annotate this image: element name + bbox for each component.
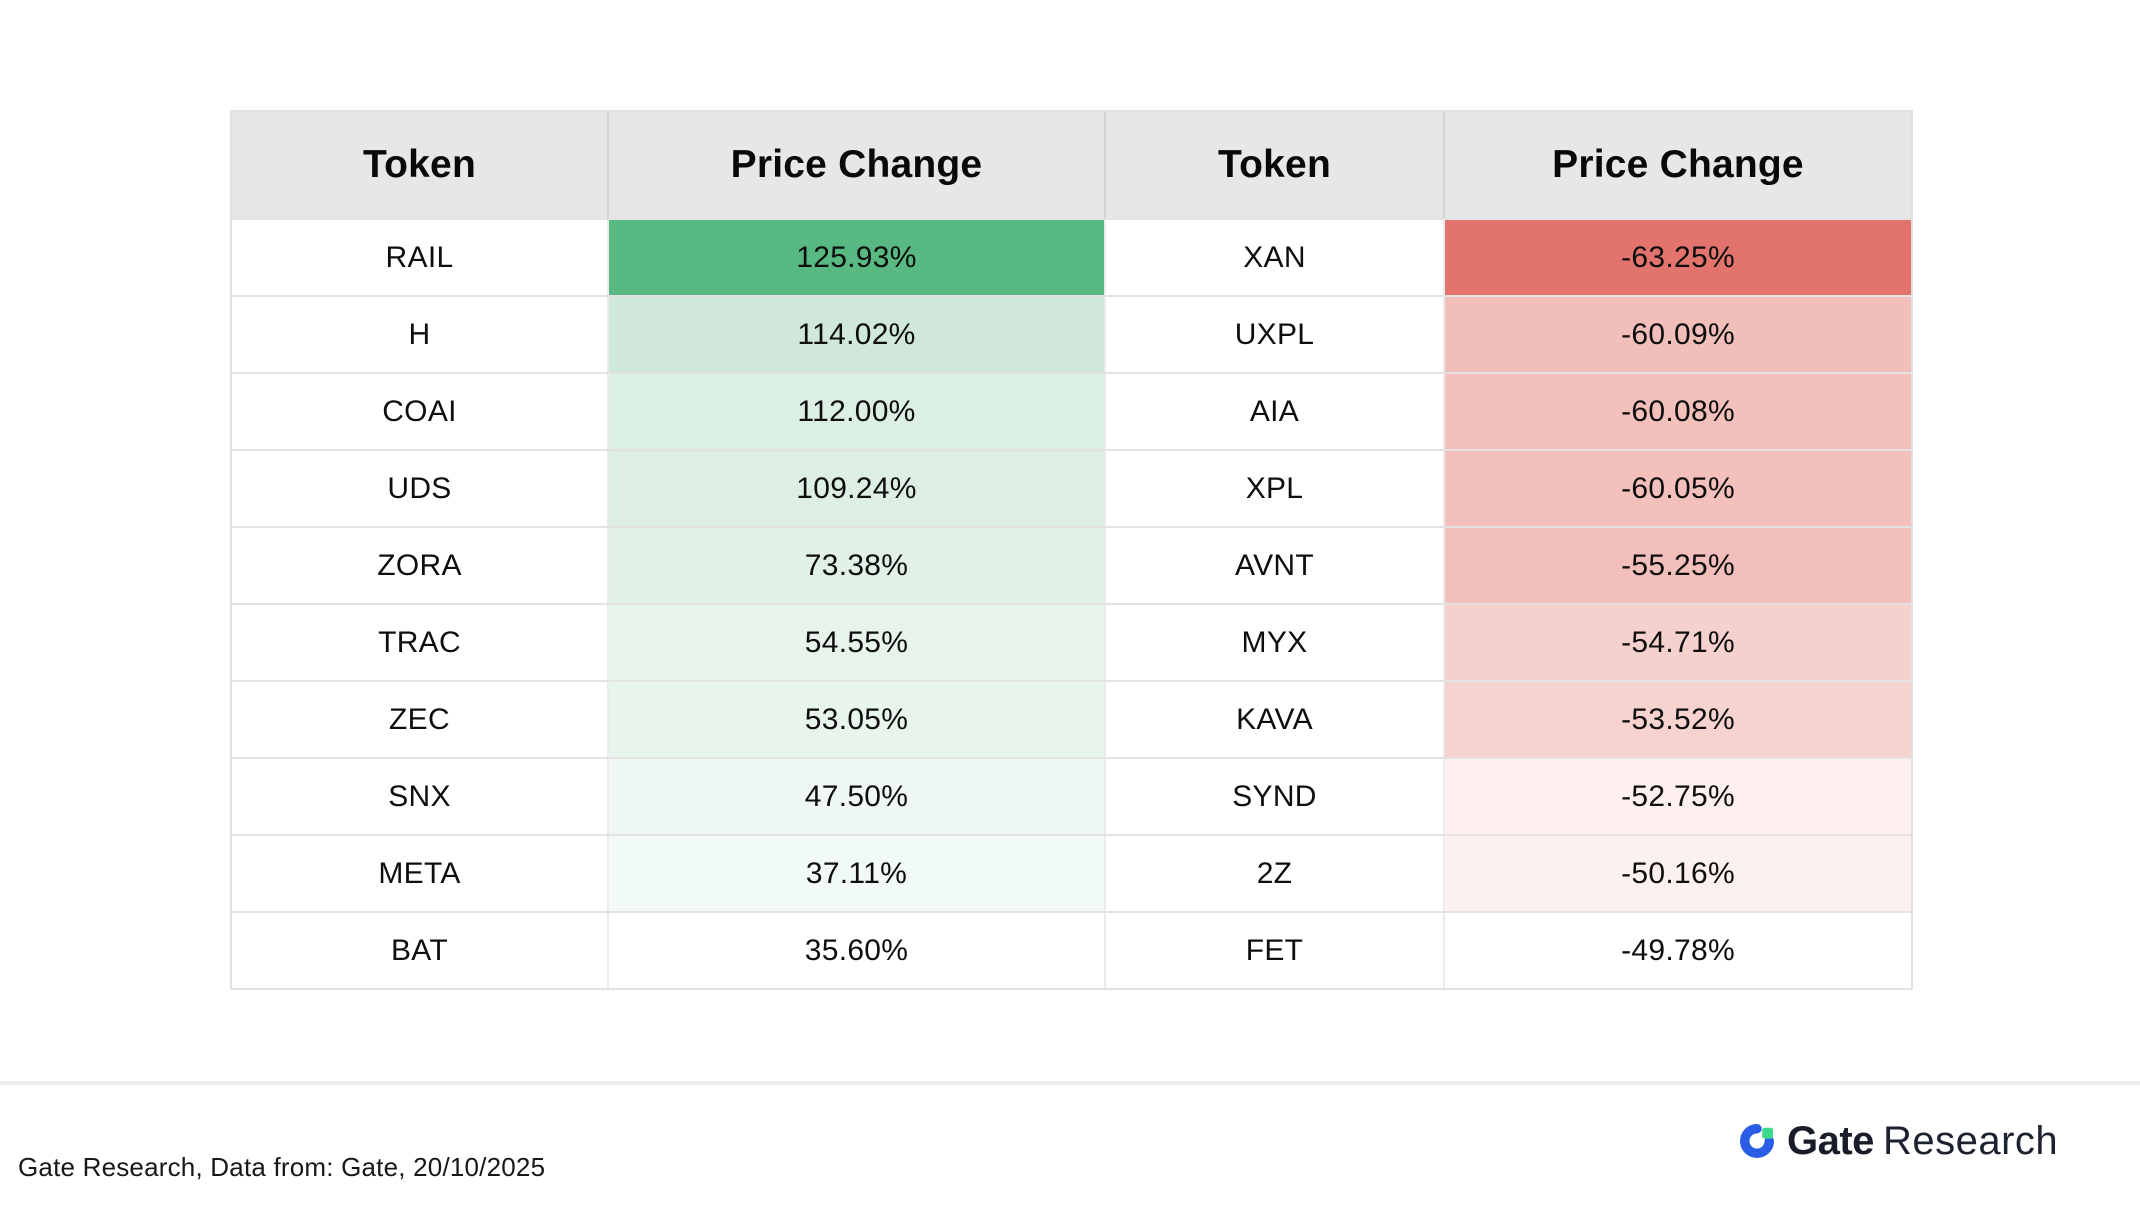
logo-brand-text: Gate — [1787, 1118, 1874, 1163]
token-cell: META — [378, 856, 461, 890]
header-token-losers: Token — [1104, 112, 1443, 218]
token-cell: H — [408, 317, 431, 351]
token-cell: COAI — [382, 394, 457, 428]
table-row: BAT 35.60% FET -49.78% — [232, 911, 1911, 988]
price-change-cell: 109.24% — [607, 451, 1104, 526]
table-header-row: Token Price Change Token Price Change — [232, 112, 1911, 218]
token-cell: FET — [1104, 913, 1443, 988]
price-change-cell: 114.02% — [607, 297, 1104, 372]
header-price-change-gainers: Price Change — [607, 112, 1104, 218]
table-body: RAIL 125.93% XAN -63.25% H 114.02% UXPL … — [232, 218, 1911, 988]
footer-divider — [0, 1081, 2140, 1085]
header-token-gainers: Token — [232, 112, 607, 218]
token-cell: XAN — [1104, 220, 1443, 295]
token-cell: UDS — [387, 471, 452, 505]
token-cell: ZEC — [389, 702, 450, 736]
table-row: UDS 109.24% XPL -60.05% — [232, 449, 1911, 526]
header-price-change-losers: Price Change — [1443, 112, 1911, 218]
table-row: SNX 47.50% SYND -52.75% — [232, 757, 1911, 834]
table-row: COAI 112.00% AIA -60.08% — [232, 372, 1911, 449]
table-row: TRAC 54.55% MYX -54.71% — [232, 603, 1911, 680]
table-row: META 37.11% 2Z -50.16% — [232, 834, 1911, 911]
price-change-cell: -54.71% — [1443, 605, 1911, 680]
price-change-table: Token Price Change Token Price Change RA… — [230, 110, 1913, 990]
gate-logo-icon — [1740, 1124, 1774, 1158]
price-change-cell: 35.60% — [607, 913, 1104, 988]
table-row: RAIL 125.93% XAN -63.25% — [232, 218, 1911, 295]
table-row: ZEC 53.05% KAVA -53.52% — [232, 680, 1911, 757]
token-cell: AIA — [1104, 374, 1443, 449]
token-cell: KAVA — [1104, 682, 1443, 757]
price-change-cell: -49.78% — [1443, 913, 1911, 988]
price-change-cell: 125.93% — [607, 220, 1104, 295]
price-change-cell: 73.38% — [607, 528, 1104, 603]
data-source-text: Gate Research, Data from: Gate, 20/10/20… — [18, 1152, 546, 1182]
price-change-cell: 37.11% — [607, 836, 1104, 911]
price-change-cell: 53.05% — [607, 682, 1104, 757]
token-cell: RAIL — [385, 240, 454, 274]
table-row: ZORA 73.38% AVNT -55.25% — [232, 526, 1911, 603]
price-change-cell: -63.25% — [1443, 220, 1911, 295]
token-cell: 2Z — [1104, 836, 1443, 911]
table-row: H 114.02% UXPL -60.09% — [232, 295, 1911, 372]
token-cell: SNX — [388, 779, 451, 813]
price-change-cell: -60.09% — [1443, 297, 1911, 372]
price-change-cell: 54.55% — [607, 605, 1104, 680]
price-change-cell: 112.00% — [607, 374, 1104, 449]
price-change-cell: -55.25% — [1443, 528, 1911, 603]
price-change-cell: -60.08% — [1443, 374, 1911, 449]
token-cell: SYND — [1104, 759, 1443, 834]
logo-suffix-text: Research — [1882, 1118, 2059, 1163]
token-cell: TRAC — [378, 625, 461, 659]
price-change-cell: -53.52% — [1443, 682, 1911, 757]
gate-research-logo: Gate Research — [1740, 1118, 2058, 1164]
token-cell: AVNT — [1104, 528, 1443, 603]
price-change-cell: -52.75% — [1443, 759, 1911, 834]
token-cell: XPL — [1104, 451, 1443, 526]
token-cell: MYX — [1104, 605, 1443, 680]
price-change-cell: 47.50% — [607, 759, 1104, 834]
token-cell: ZORA — [377, 548, 462, 582]
price-change-cell: -60.05% — [1443, 451, 1911, 526]
token-cell: BAT — [390, 933, 449, 967]
token-cell: UXPL — [1104, 297, 1443, 372]
price-change-cell: -50.16% — [1443, 836, 1911, 911]
